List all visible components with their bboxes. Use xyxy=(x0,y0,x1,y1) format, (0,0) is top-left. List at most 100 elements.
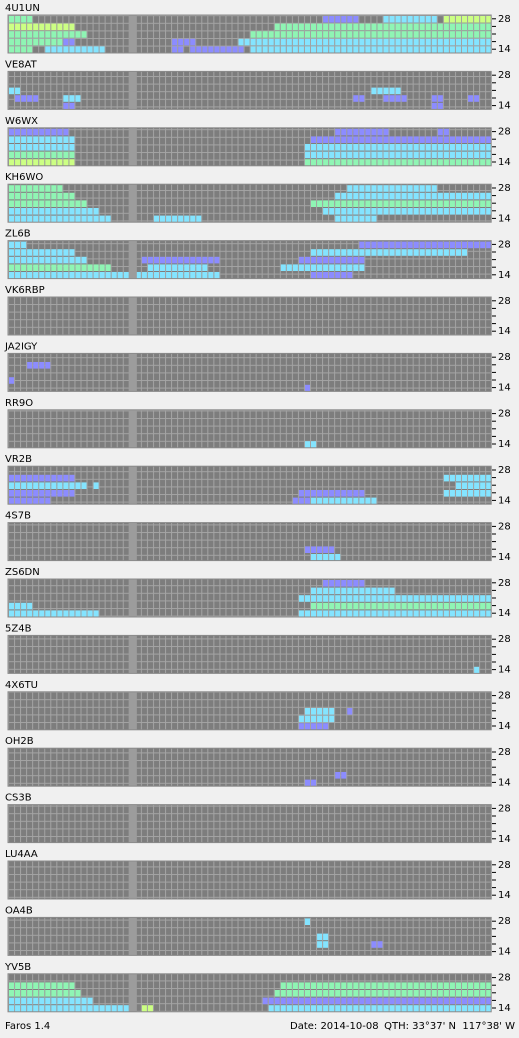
signal-cell xyxy=(341,580,347,587)
band-label-bottom: 14 xyxy=(498,777,511,788)
signal-cell xyxy=(311,441,317,448)
signal-cell xyxy=(280,23,286,31)
signal-cell xyxy=(45,185,51,192)
signal-cell xyxy=(449,151,455,159)
signal-cell xyxy=(395,990,401,997)
station-name: 4X6TU xyxy=(5,680,38,691)
signal-cell xyxy=(286,990,292,997)
signal-cell xyxy=(304,256,310,264)
signal-cell xyxy=(63,192,69,200)
signal-cell xyxy=(323,31,329,38)
signal-cell xyxy=(33,95,39,102)
signal-cell xyxy=(437,38,443,46)
signal-cell xyxy=(15,38,21,46)
signal-cell xyxy=(81,264,87,271)
signal-cell xyxy=(353,159,359,166)
signal-cell xyxy=(335,595,341,602)
signal-cell xyxy=(292,31,298,38)
signal-cell xyxy=(63,256,69,264)
separator xyxy=(128,15,137,53)
signal-cell xyxy=(468,982,474,989)
station-name: ZS6DN xyxy=(5,567,40,578)
station-name: 4S7B xyxy=(5,511,31,522)
signal-cell xyxy=(468,602,474,610)
signal-cell xyxy=(413,16,419,23)
signal-cell xyxy=(39,31,45,38)
signal-cell xyxy=(57,38,63,46)
signal-cell xyxy=(462,23,468,31)
signal-cell xyxy=(335,602,341,610)
signal-cell xyxy=(389,185,395,192)
station-name: CS3B xyxy=(5,793,32,804)
signal-cell xyxy=(383,95,389,102)
signal-cell xyxy=(401,38,407,46)
signal-cell xyxy=(21,474,27,482)
signal-cell xyxy=(329,256,335,264)
signal-cell xyxy=(184,38,190,46)
signal-cell xyxy=(468,208,474,215)
signal-cell xyxy=(437,602,443,610)
signal-cell xyxy=(45,38,51,46)
signal-cell xyxy=(353,587,359,595)
signal-cell xyxy=(383,192,389,200)
signal-cell xyxy=(15,272,21,279)
signal-cell xyxy=(437,208,443,215)
signal-cell xyxy=(45,1005,51,1012)
signal-cell xyxy=(93,1005,99,1012)
signal-cell xyxy=(33,1005,39,1012)
signal-cell xyxy=(335,1005,341,1012)
signal-cell xyxy=(449,200,455,207)
signal-cell xyxy=(341,200,347,207)
signal-cell xyxy=(383,87,389,95)
signal-cell xyxy=(383,151,389,159)
signal-cell xyxy=(160,272,166,279)
signal-cell xyxy=(425,159,431,166)
signal-cell xyxy=(51,192,57,200)
signal-cell xyxy=(39,249,45,256)
signal-cell xyxy=(202,256,208,264)
signal-cell xyxy=(486,192,492,200)
signal-cell xyxy=(45,256,51,264)
signal-cell xyxy=(401,136,407,143)
signal-cell xyxy=(304,610,310,617)
signal-cell xyxy=(286,23,292,31)
signal-cell xyxy=(468,474,474,482)
signal-cell xyxy=(359,580,365,587)
signal-cell xyxy=(431,95,437,102)
signal-cell xyxy=(419,192,425,200)
signal-cell xyxy=(353,200,359,207)
signal-cell xyxy=(413,982,419,989)
signal-cell xyxy=(371,38,377,46)
signal-cell xyxy=(57,151,63,159)
band-label-bottom: 14 xyxy=(498,890,511,901)
grid-background xyxy=(8,353,492,392)
signal-cell xyxy=(21,128,27,136)
separator xyxy=(128,522,137,561)
signal-cell xyxy=(15,87,21,95)
signal-cell xyxy=(419,595,425,602)
signal-cell xyxy=(486,997,492,1005)
signal-cell xyxy=(57,264,63,271)
signal-cell xyxy=(75,95,81,102)
station-name: 4U1UN xyxy=(5,3,40,14)
signal-cell xyxy=(395,192,401,200)
signal-cell xyxy=(304,595,310,602)
signal-cell xyxy=(105,1005,111,1012)
signal-cell xyxy=(75,208,81,215)
signal-cell xyxy=(449,990,455,997)
signal-cell xyxy=(75,272,81,279)
signal-cell xyxy=(15,16,21,23)
signal-cell xyxy=(323,151,329,159)
signal-cell xyxy=(57,159,63,166)
separator xyxy=(128,973,137,1012)
signal-cell xyxy=(63,264,69,271)
grid-border xyxy=(7,578,492,618)
signal-cell xyxy=(69,31,75,38)
signal-cell xyxy=(383,144,389,151)
signal-cell xyxy=(45,610,51,617)
signal-cell xyxy=(455,249,461,256)
signal-cell xyxy=(413,151,419,159)
signal-cell xyxy=(407,46,413,53)
signal-cell xyxy=(341,1005,347,1012)
signal-cell xyxy=(486,159,492,166)
